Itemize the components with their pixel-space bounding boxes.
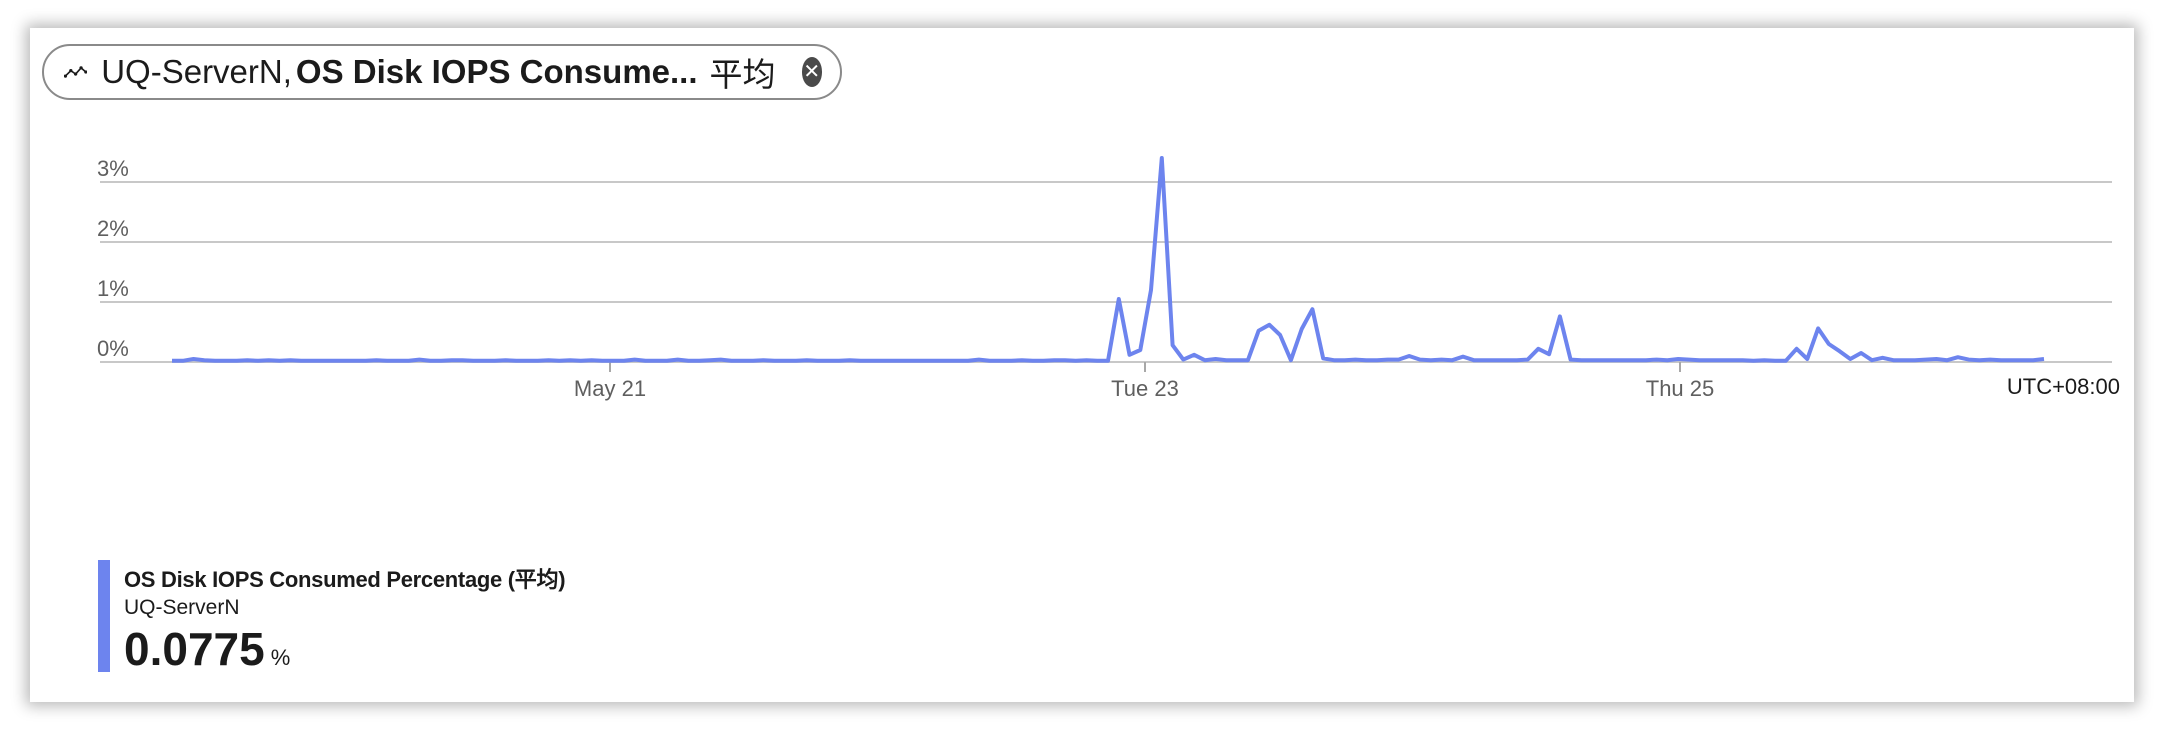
chart-panel: UQ-ServerN, OS Disk IOPS Consume... 平均 ✕… [30,28,2134,702]
x-tick-label: May 21 [574,376,646,401]
close-circle-icon[interactable]: ✕ [801,57,822,87]
y-axis-ticks: 0% 1% 2% 3% [97,156,129,361]
line-chart: 0% 1% 2% 3% May 21 Tue 23 Thu 25 UTC+08:00 [97,156,2120,401]
legend-value: 0.0775% [124,622,565,676]
pill-resource-name: UQ-ServerN, [101,53,292,90]
gridlines [100,181,2112,363]
x-tick-label: Thu 25 [1646,376,1715,401]
y-tick-label: 0% [97,336,129,361]
series-line [172,156,2045,363]
metric-selector-pill[interactable]: UQ-ServerN, OS Disk IOPS Consume... 平均 ✕ [42,44,842,100]
y-tick-label: 3% [97,156,129,181]
line-chart-icon [64,66,88,78]
legend-value-number: 0.0775 [124,623,265,675]
pill-metric-name: OS Disk IOPS Consume... [295,53,698,90]
legend-resource-name: UQ-ServerN [124,596,240,619]
legend-metric-name: OS Disk IOPS Consumed Percentage (平均) [124,567,566,592]
pill-aggregation: 平均 [709,56,776,93]
x-tick-label: Tue 23 [1111,376,1179,401]
legend[interactable]: OS Disk IOPS Consumed Percentage (平均) UQ… [98,560,566,675]
timezone-label: UTC+08:00 [2007,374,2120,399]
legend-value-unit: % [270,645,291,670]
y-tick-label: 2% [97,216,129,241]
y-tick-label: 1% [97,276,129,301]
x-axis-ticks: May 21 Tue 23 Thu 25 UTC+08:00 [574,362,2120,401]
series-layer [172,156,2045,363]
